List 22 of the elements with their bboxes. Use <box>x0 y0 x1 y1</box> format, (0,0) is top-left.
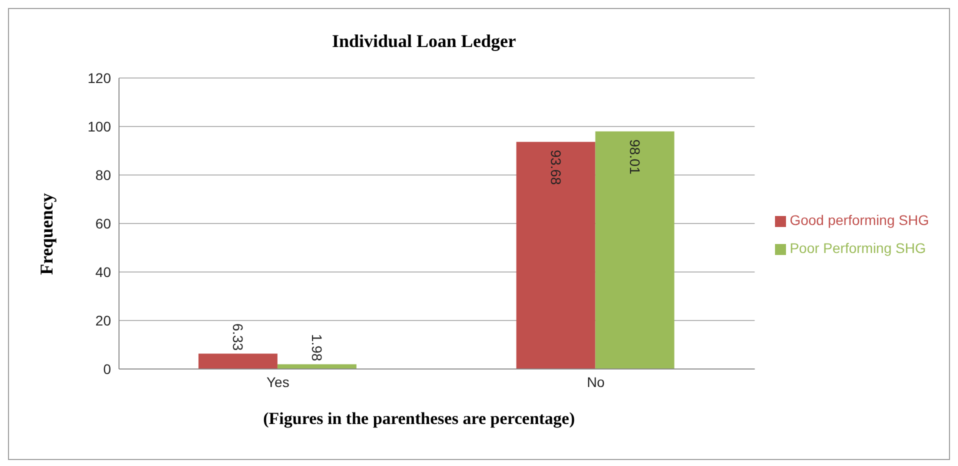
bar <box>277 364 356 369</box>
y-tick-label: 100 <box>88 118 112 134</box>
data-label: 98.01 <box>626 139 643 175</box>
y-tick-label: 20 <box>95 312 112 328</box>
y-tick-label: 60 <box>95 215 112 232</box>
y-tick-label: 40 <box>95 264 112 280</box>
y-tick-label: 120 <box>88 70 112 86</box>
bar <box>198 354 278 369</box>
legend-label: Good performing SHG <box>790 212 929 228</box>
data-label: 6.33 <box>230 323 246 351</box>
legend-label: Poor Performing SHG <box>790 240 926 256</box>
y-tick-label: 0 <box>103 360 112 377</box>
data-label: 1.98 <box>308 334 325 362</box>
y-tick-label: 80 <box>95 166 112 183</box>
chart-title: Individual Loan Ledger <box>330 31 518 52</box>
y-axis-title: Frequency <box>36 193 58 275</box>
data-label: 93.68 <box>548 150 564 186</box>
bar <box>516 142 596 369</box>
bar <box>595 131 674 369</box>
x-axis-title: (Figures in the parentheses are percentage) <box>262 409 576 429</box>
x-tick-label: Yes <box>266 374 290 390</box>
x-tick-label: No <box>586 374 605 390</box>
